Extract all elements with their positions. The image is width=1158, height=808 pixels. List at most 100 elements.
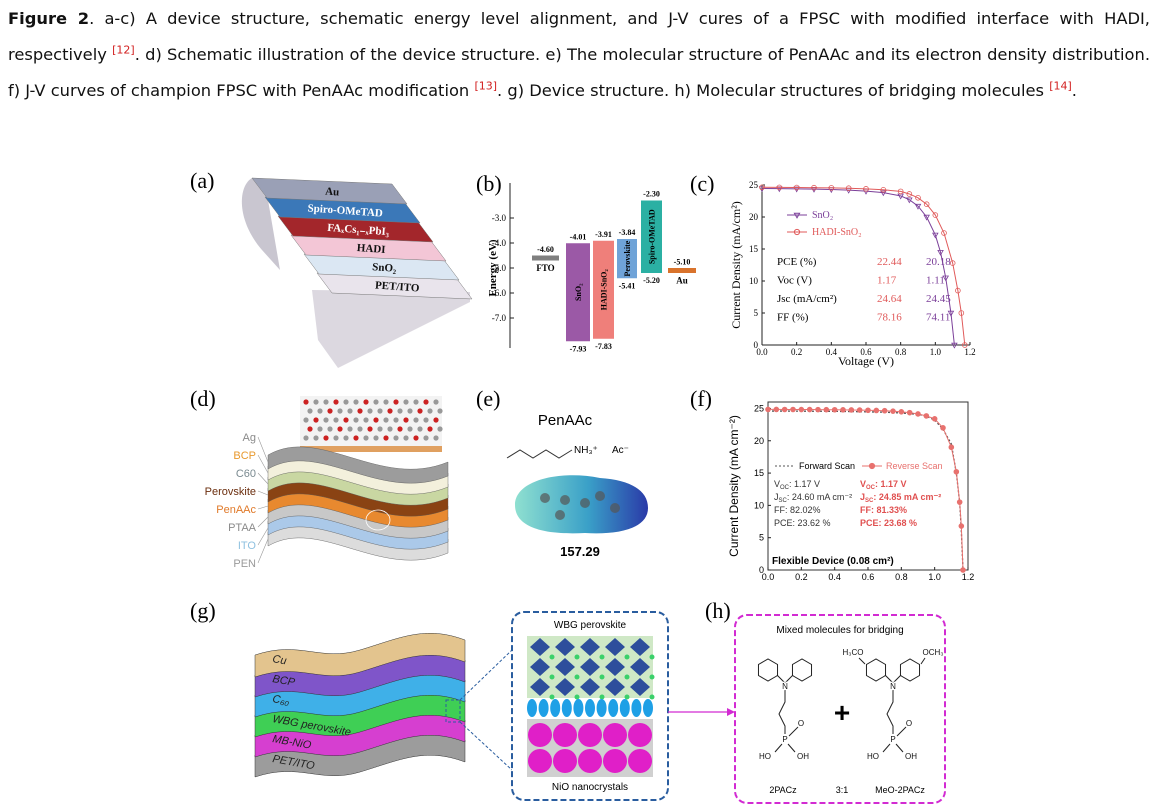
layer-label: BCP [233,450,256,462]
chain [778,690,786,734]
atom-label: H₃CO [842,648,863,657]
atom [347,408,353,414]
data-point [773,406,780,413]
atom-label: OH [905,752,917,761]
atom-label: OCH₃ [922,648,943,657]
atom [540,493,550,503]
panel-label: (d) [190,386,216,411]
data-point [798,406,805,413]
atom [333,417,339,423]
data-point [776,184,783,191]
cation [599,694,605,700]
legend-label: Reverse Scan [886,461,943,471]
table-label: Voc (V) [777,275,812,287]
legend-label: SnO₂ [812,210,833,221]
data-point [948,444,955,451]
level-label: -5.10 [674,258,691,267]
molecule [527,699,537,717]
bond [895,743,904,753]
data-point [793,184,800,191]
data-point [831,406,838,413]
reference: [14] [1049,79,1072,93]
atom [313,435,319,441]
layer-label: ITO [238,540,257,552]
data-point [960,567,966,573]
atom [373,399,379,405]
atom [417,426,423,432]
stat-sub: SC [779,498,788,504]
legend-marker [793,212,801,219]
caption-text: . d) Schematic illustration of the devic… [8,45,1150,100]
atom [383,399,389,405]
atom [337,426,343,432]
data-point [931,415,938,422]
leader-line [257,490,269,496]
molecule-name: PenAAc [538,412,593,429]
atom [343,417,349,423]
atom [397,408,403,414]
molecule [561,699,572,717]
atom [353,417,359,423]
molecule [585,699,595,717]
x-tick-label: 1.0 [928,572,941,582]
legend-label: Forward Scan [799,461,855,471]
layer-label: BCP [271,673,296,689]
atom-label: O [798,719,804,728]
box-title: Mixed molecules for bridging [776,625,903,636]
atom [363,435,369,441]
legend-filled [862,462,882,470]
atom [387,426,393,432]
atom [403,417,409,423]
panel-label: (h) [705,598,731,623]
leader-line [257,454,269,474]
table-value: 24.64 [877,293,902,305]
x-tick-label: 0.6 [860,347,872,357]
data-point [932,232,939,239]
nanocrystal [603,749,627,773]
layer-label: FAₓCs₁₋ₓPbI₃ [327,222,390,238]
energy-band [593,240,614,339]
atom [393,435,399,441]
atom [377,408,383,414]
data-point [828,185,835,191]
legend-label: HADI-SnO₂ [812,227,862,238]
data-point [863,186,869,192]
y-tick-label: 0 [754,340,759,350]
nanocrystal [553,723,577,747]
x-tick-label: 0.2 [795,572,808,582]
atom [323,435,329,441]
atom [307,408,313,414]
stat-text: : 24.85 mA cm⁻² [873,492,941,502]
atom-label: P [890,735,895,744]
atom [373,417,379,423]
leader-line [257,516,269,528]
leader-line [257,505,269,510]
atom [407,426,413,432]
y-tick-label: 20 [749,212,759,222]
zoom-line [459,721,513,771]
molecule-name: MeO-2PACz [875,785,925,795]
bond [774,743,783,753]
data-point [759,184,765,191]
level-label: -4.01 [570,232,587,241]
molecule [538,699,549,717]
stat: FF: 81.33% [860,505,907,515]
octahedron [605,658,625,676]
x-tick-label: 1.2 [964,347,975,357]
atom [307,426,313,432]
nanocrystal [628,749,652,773]
atom [427,408,433,414]
cation [549,654,555,660]
caption-label: Figure 2 [8,9,90,28]
atom [560,495,570,505]
panel-label: (e) [476,386,500,411]
level-label: -3.91 [595,230,612,239]
x-tick-label: 0.8 [895,572,908,582]
inset-label: NiO nanocrystals [552,782,628,793]
atom [433,417,439,423]
atom [383,435,389,441]
data-point [958,310,965,316]
bond [787,743,796,753]
band-name: FTO [536,263,554,273]
